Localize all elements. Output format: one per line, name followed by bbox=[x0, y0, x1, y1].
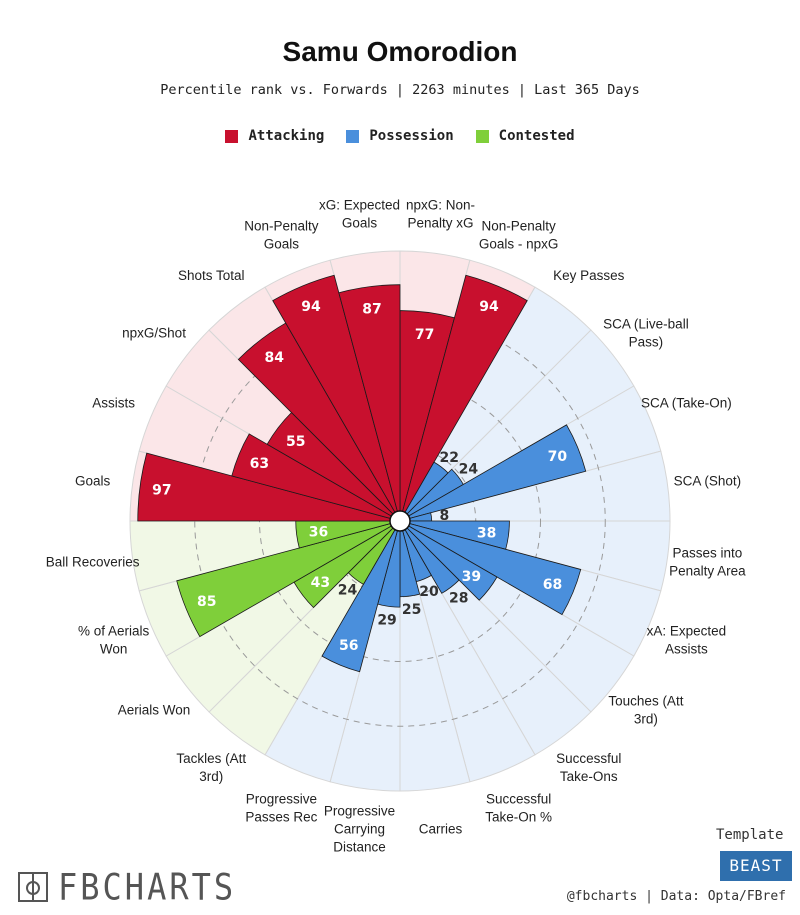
legend-swatch-contested bbox=[475, 129, 489, 143]
legend-item-attacking: Attacking bbox=[225, 128, 324, 144]
category-label-6: Passes into Penalty Area bbox=[669, 545, 746, 578]
chart-title: Samu Omorodion bbox=[282, 36, 518, 67]
value-label-23: 87 bbox=[362, 302, 381, 318]
category-label-4: SCA (Take-On) bbox=[641, 395, 732, 410]
value-label-9: 28 bbox=[449, 591, 468, 607]
value-label-3: 24 bbox=[459, 462, 479, 478]
category-label-14: Tackles (Att 3rd) bbox=[176, 751, 246, 784]
legend-item-possession: Possession bbox=[346, 128, 454, 144]
value-label-15: 43 bbox=[311, 575, 330, 591]
legend: Attacking Possession Contested bbox=[0, 128, 800, 144]
bar-18 bbox=[137, 452, 401, 522]
center-hole bbox=[389, 510, 411, 532]
value-label-11: 25 bbox=[402, 602, 421, 618]
category-label-16: % of Aerials Won bbox=[78, 624, 150, 657]
value-label-19: 63 bbox=[250, 456, 269, 472]
category-label-21: Shots Total bbox=[178, 268, 245, 283]
value-label-5: 8 bbox=[439, 508, 449, 524]
category-label-17: Ball Recoveries bbox=[46, 554, 140, 569]
value-label-0: 77 bbox=[415, 327, 434, 343]
category-label-0: npxG: Non-Penalty xG bbox=[406, 198, 475, 231]
value-label-10: 20 bbox=[419, 584, 439, 600]
bar-16 bbox=[176, 520, 401, 638]
category-label-8: Touches (Att 3rd) bbox=[608, 694, 683, 727]
value-label-22: 94 bbox=[301, 299, 321, 315]
legend-label-attacking: Attacking bbox=[248, 128, 325, 144]
category-label-7: xA: Expected Assists bbox=[647, 624, 727, 657]
category-label-9: Successful Take-Ons bbox=[556, 751, 621, 784]
legend-item-contested: Contested bbox=[475, 128, 575, 144]
value-label-14: 24 bbox=[338, 582, 358, 598]
category-label-12: Progressive Carrying Distance bbox=[324, 803, 395, 854]
value-label-21: 84 bbox=[265, 350, 285, 366]
category-label-20: npxG/Shot bbox=[122, 325, 186, 340]
value-label-20: 55 bbox=[286, 434, 305, 450]
brand-text: FBCHARTS bbox=[58, 865, 237, 909]
bar-4 bbox=[399, 424, 587, 522]
value-label-7: 68 bbox=[543, 577, 562, 593]
category-label-15: Aerials Won bbox=[118, 703, 191, 718]
category-label-23: xG: Expected Goals bbox=[319, 198, 400, 231]
value-label-16: 85 bbox=[197, 594, 216, 610]
template-badge: BEAST bbox=[720, 851, 792, 881]
value-label-17: 36 bbox=[309, 525, 328, 541]
category-label-2: Key Passes bbox=[553, 268, 625, 283]
category-label-11: Carries bbox=[419, 821, 463, 836]
category-label-13: Progressive Passes Rec bbox=[245, 791, 317, 824]
chart-subtitle: Percentile rank vs. Forwards | 2263 minu… bbox=[160, 82, 640, 98]
value-label-8: 39 bbox=[462, 569, 481, 585]
grid-circle bbox=[194, 315, 606, 727]
template-label: Template bbox=[716, 827, 784, 843]
category-label-5: SCA (Shot) bbox=[674, 474, 742, 489]
value-label-6: 38 bbox=[477, 525, 496, 541]
value-label-2: 22 bbox=[440, 450, 459, 466]
bar-23 bbox=[338, 284, 401, 522]
category-label-1: Non-Penalty Goals - npxG bbox=[479, 219, 559, 252]
legend-label-possession: Possession bbox=[369, 128, 454, 144]
legend-label-contested: Contested bbox=[498, 128, 575, 144]
data-credit: @fbcharts | Data: Opta/FBref bbox=[566, 889, 786, 904]
fbcharts-brand: FBCHARTS bbox=[18, 865, 237, 909]
category-label-18: Goals bbox=[75, 474, 111, 489]
category-label-10: Successful Take-On % bbox=[485, 791, 552, 824]
value-label-12: 29 bbox=[377, 612, 396, 628]
category-label-3: SCA (Live-ball Pass) bbox=[603, 316, 689, 349]
category-label-22: Non-Penalty Goals bbox=[244, 219, 319, 252]
value-label-4: 70 bbox=[548, 449, 568, 465]
bar-1 bbox=[399, 274, 528, 522]
legend-swatch-attacking bbox=[225, 129, 239, 143]
value-label-1: 94 bbox=[479, 299, 499, 315]
pitch-logo-icon bbox=[18, 872, 48, 902]
value-label-18: 97 bbox=[152, 483, 171, 499]
legend-swatch-possession bbox=[346, 129, 360, 143]
value-label-13: 56 bbox=[339, 638, 358, 654]
category-label-19: Assists bbox=[92, 395, 135, 410]
